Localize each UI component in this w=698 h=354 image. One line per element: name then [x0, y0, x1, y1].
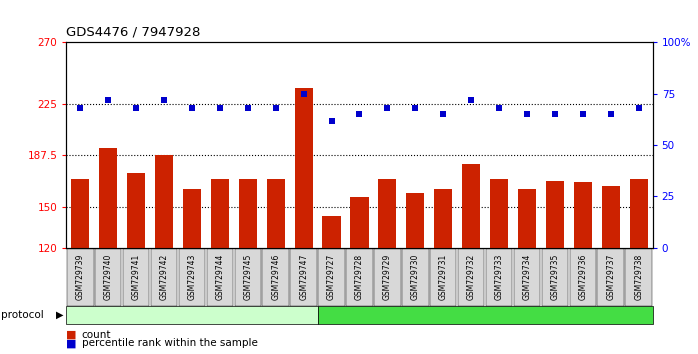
Bar	[378, 179, 396, 248]
Text: ■: ■	[66, 338, 77, 348]
Text: GDS4476 / 7947928: GDS4476 / 7947928	[66, 26, 201, 39]
Bar	[127, 172, 145, 248]
Point	[298, 91, 309, 97]
Bar	[462, 164, 480, 248]
Bar	[99, 148, 117, 248]
Point	[382, 105, 393, 111]
Point	[633, 105, 644, 111]
Point	[242, 105, 253, 111]
Bar	[239, 179, 257, 248]
Bar	[406, 193, 424, 248]
Bar	[546, 181, 564, 248]
Point	[438, 112, 449, 117]
Text: percentile rank within the sample: percentile rank within the sample	[82, 338, 258, 348]
Point	[354, 112, 365, 117]
Point	[466, 97, 477, 103]
Text: GSM729727: GSM729727	[327, 254, 336, 300]
Text: GSM729737: GSM729737	[607, 254, 615, 300]
Text: GSM729744: GSM729744	[216, 254, 224, 300]
Text: vector control: vector control	[446, 310, 524, 320]
Text: GSM729731: GSM729731	[439, 254, 447, 300]
Text: GSM729735: GSM729735	[551, 254, 559, 300]
Text: GSM729741: GSM729741	[132, 254, 140, 300]
Bar	[183, 189, 201, 248]
Text: GSM729738: GSM729738	[634, 254, 643, 300]
Point	[410, 105, 421, 111]
Point	[131, 105, 142, 111]
Point	[577, 112, 588, 117]
Bar	[602, 186, 620, 248]
Text: protocol: protocol	[1, 310, 44, 320]
Text: GSM729747: GSM729747	[299, 254, 308, 300]
Text: GSM729736: GSM729736	[579, 254, 587, 300]
Text: GSM729739: GSM729739	[76, 254, 84, 300]
Point	[549, 112, 560, 117]
Point	[605, 112, 616, 117]
Text: ▶: ▶	[56, 310, 64, 320]
Point	[521, 112, 533, 117]
Point	[326, 118, 337, 123]
Text: GSM729743: GSM729743	[188, 254, 196, 300]
Text: GSM729746: GSM729746	[272, 254, 280, 300]
Point	[75, 105, 86, 111]
Point	[270, 105, 281, 111]
Bar	[518, 189, 536, 248]
Bar	[155, 155, 173, 248]
Bar	[490, 179, 508, 248]
Point	[186, 105, 198, 111]
Text: ■: ■	[66, 330, 77, 339]
Point	[103, 97, 114, 103]
Bar	[630, 179, 648, 248]
Bar	[434, 189, 452, 248]
Text: GSM729733: GSM729733	[495, 254, 503, 300]
Text: GSM729745: GSM729745	[244, 254, 252, 300]
Point	[214, 105, 225, 111]
Bar	[211, 179, 229, 248]
Point	[493, 105, 505, 111]
Text: GSM729740: GSM729740	[104, 254, 112, 300]
Text: GSM729730: GSM729730	[411, 254, 419, 300]
Bar	[322, 216, 341, 248]
Bar	[574, 182, 592, 248]
Text: count: count	[82, 330, 111, 339]
Bar	[350, 197, 369, 248]
Text: GSM729728: GSM729728	[355, 254, 364, 300]
Bar	[71, 179, 89, 248]
Text: GSM729729: GSM729729	[383, 254, 392, 300]
Text: GSM729742: GSM729742	[160, 254, 168, 300]
Point	[158, 97, 170, 103]
Bar	[295, 88, 313, 248]
Text: GSM729734: GSM729734	[523, 254, 531, 300]
Text: parkin expression: parkin expression	[142, 310, 242, 320]
Bar	[267, 179, 285, 248]
Text: GSM729732: GSM729732	[467, 254, 475, 300]
